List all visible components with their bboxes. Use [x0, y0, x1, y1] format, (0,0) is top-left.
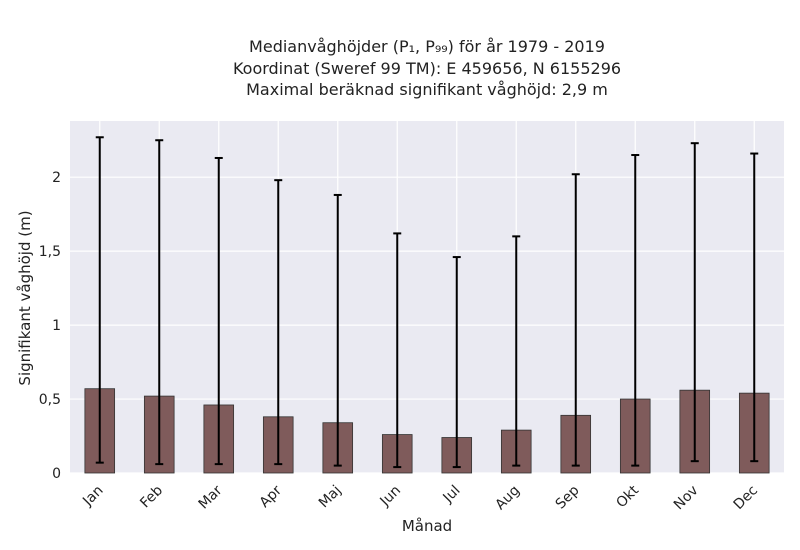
x-tick-label-dec: Dec [731, 483, 761, 513]
y-tick-label: 0,5 [39, 392, 61, 408]
error-bars [95, 136, 759, 469]
y-tick-label: 1,5 [39, 244, 61, 260]
x-tick-label-okt: Okt [613, 482, 642, 511]
x-tick-label-maj: Maj [316, 483, 345, 512]
x-tick-label-sep: Sep [553, 482, 583, 512]
x-tick-label-mar: Mar [196, 482, 226, 512]
x-axis-ticks: Jan Feb Mar Apr Maj Jun Jul Aug Sep Okt Nov Dec [79, 482, 761, 513]
y-axis-ticks: 0 0,5 1 1,5 2 [39, 170, 61, 482]
x-tick-label-apr: Apr [257, 482, 286, 511]
x-tick-label-feb: Feb [137, 482, 166, 511]
y-tick-label: 0 [52, 466, 61, 482]
y-axis-label: Signifikant våghöjd (m) [16, 210, 34, 385]
x-axis-label: Månad [402, 517, 452, 535]
x-tick-label-jul: Jul [440, 483, 464, 507]
plot-area [70, 121, 784, 473]
x-tick-label-nov: Nov [671, 483, 702, 514]
chart-title-line-3: Maximal beräknad signifikant våghöjd: 2,… [246, 80, 608, 99]
x-tick-label-jan: Jan [79, 483, 106, 510]
y-tick-label: 1 [52, 318, 61, 334]
chart-title-line-2: Koordinat (Sweref 99 TM): E 459656, N 61… [233, 59, 621, 78]
x-tick-label-jun: Jun [377, 483, 404, 510]
x-tick-label-aug: Aug [492, 483, 523, 514]
y-tick-label: 2 [52, 170, 61, 186]
chart-title: Medianvåghöjder (P₁, P₉₉) för år 1979 - … [233, 37, 621, 99]
chart-title-line-1: Medianvåghöjder (P₁, P₉₉) för år 1979 - … [249, 37, 605, 56]
